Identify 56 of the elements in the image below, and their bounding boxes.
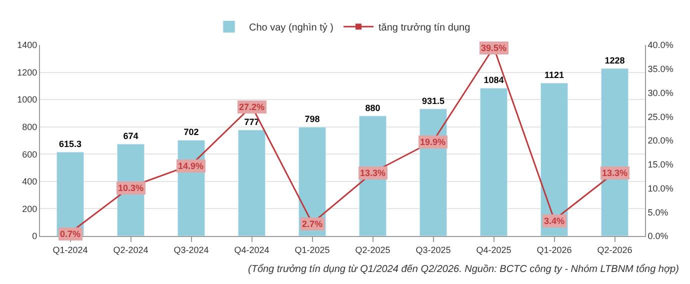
y-tick-label: 200 [22,204,38,214]
data-label: 798 [304,114,320,124]
y2-tick-label: 35.0% [648,64,674,74]
y2-tick-label: 30.0% [648,88,674,98]
x-tick-label: Q4-2025 [476,244,512,255]
bar [419,108,448,236]
x-tick-label: Q3-2024 [174,244,209,255]
data-label: 3.4% [544,216,565,226]
data-label: 14.9% [178,161,204,171]
y2-tick-label: 20.0% [648,136,674,146]
data-label: 702 [184,127,199,138]
y2-tick-label: 5.0% [648,207,668,218]
bar [480,88,508,236]
x-tick-label: Q4-2024 [234,244,270,255]
data-label: 674 [123,131,138,142]
x-tick-label: Q1-2024 [52,244,88,255]
y-tick-label: 800 [22,122,38,132]
data-label: 777 [244,117,260,127]
bar [298,126,326,236]
data-label: 615.3 [58,139,82,150]
y2-tick-label: 10.0% [648,183,674,194]
data-label: 1121 [544,70,564,80]
data-label: 2.7% [302,219,323,229]
x-tick-label: Q2-2025 [355,244,390,255]
bar [358,116,387,236]
data-label: 1228 [604,55,625,66]
x-tick-label: Q2-2026 [597,244,632,255]
y-tick-label: 1200 [17,67,38,78]
bar [56,152,84,236]
y2-tick-label: 15.0% [648,160,674,170]
data-label: 931.5 [422,96,445,106]
data-label: 39.5% [481,43,507,53]
data-label: 1084 [484,75,504,86]
x-tick-label: Q1-2025 [294,244,330,255]
y2-tick-label: 40.0% [648,40,674,50]
bar [238,130,266,236]
bar [600,68,629,236]
data-label: 10.3% [118,183,144,193]
bar [540,82,568,236]
y-tick-label: 0 [32,231,38,242]
x-tick-label: Q1-2026 [536,244,572,255]
data-label: 0.7% [60,229,81,239]
legend-label: Cho vay (nghìn tỷ ) [249,22,334,34]
y2-tick-label: 25.0% [648,112,674,122]
data-label: 19.9% [420,137,446,147]
data-label: 880 [365,102,380,113]
y-tick-label: 1400 [17,40,38,50]
y-tick-label: 600 [22,149,38,160]
x-tick-label: Q3-2025 [416,244,451,255]
y2-tick-label: 0.0% [648,231,668,242]
data-label: 27.2% [239,102,265,112]
x-tick-label: Q2-2024 [113,244,148,255]
y-tick-label: 1000 [17,94,38,105]
legend-label: tăng trưởng tín dụng [378,22,470,34]
y-tick-label: 400 [22,176,38,187]
text: (Tổng trưởng tín dụng từ Q1/2024 đến Q2/2026. Nguồn: BCTC công ty - Nhóm LTBNM tổng hợp) [248,263,679,275]
